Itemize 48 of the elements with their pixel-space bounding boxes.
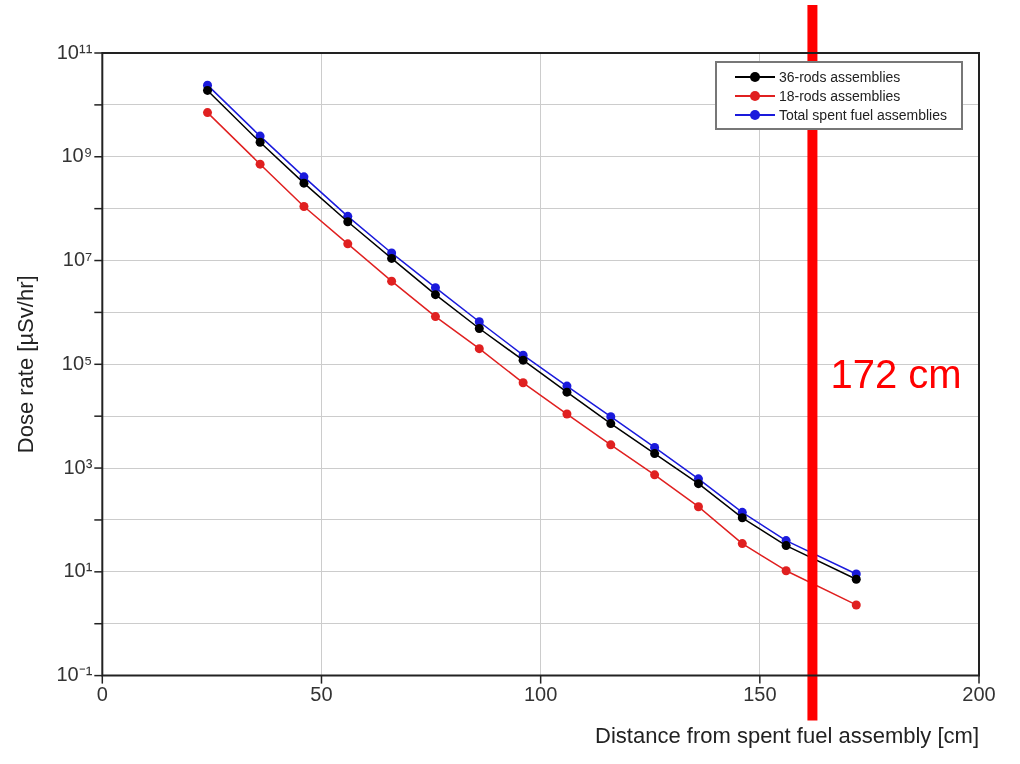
- point: [562, 387, 572, 397]
- point: [343, 239, 353, 249]
- x-tick-label: 50: [310, 683, 333, 706]
- y-tick-label: 10⁹: [61, 144, 93, 167]
- ref-line-label: 172 cm: [830, 352, 962, 397]
- point: [737, 539, 747, 549]
- y-tick-label: 10³: [63, 455, 93, 478]
- point: [562, 409, 572, 419]
- point: [299, 178, 309, 188]
- point: [255, 137, 265, 147]
- point: [518, 355, 528, 365]
- point: [650, 470, 660, 480]
- point: [606, 440, 616, 450]
- x-axis-title: Distance from spent fuel assembly [cm]: [595, 722, 979, 748]
- legend-label: 36-rods assemblies: [778, 68, 901, 85]
- y-tick-label: 10⁻¹: [56, 663, 93, 686]
- point: [343, 217, 353, 227]
- point: [430, 290, 440, 300]
- point: [203, 108, 213, 118]
- point: [851, 600, 861, 610]
- x-tick-label: 0: [96, 683, 108, 706]
- point: [781, 541, 791, 551]
- y-tick-label: 10⁵: [61, 351, 93, 374]
- point: [387, 253, 397, 263]
- y-tick-label: 10⁷: [62, 248, 93, 271]
- point: [387, 276, 397, 286]
- y-axis-title: Dose rate [µSv/hr]: [13, 275, 39, 454]
- point: [299, 202, 309, 211]
- point: [474, 344, 484, 354]
- x-tick-label: 100: [523, 683, 558, 706]
- point: [737, 513, 747, 523]
- legend-label: Total spent fuel assemblies: [778, 106, 947, 123]
- y-tick-label: 10¹: [63, 559, 93, 582]
- y-tick-label: 10¹¹: [56, 40, 93, 63]
- legend-label: 18-rods assemblies: [778, 87, 901, 104]
- point: [851, 574, 861, 584]
- point: [430, 312, 440, 322]
- point: [650, 449, 660, 459]
- point: [203, 85, 213, 95]
- point: [781, 566, 791, 576]
- point: [693, 502, 703, 512]
- point: [693, 479, 703, 489]
- x-tick-label: 200: [962, 683, 996, 706]
- point: [518, 378, 528, 388]
- point: [255, 159, 265, 169]
- point: [606, 419, 616, 429]
- point: [474, 323, 484, 333]
- x-tick-label: 150: [743, 683, 777, 706]
